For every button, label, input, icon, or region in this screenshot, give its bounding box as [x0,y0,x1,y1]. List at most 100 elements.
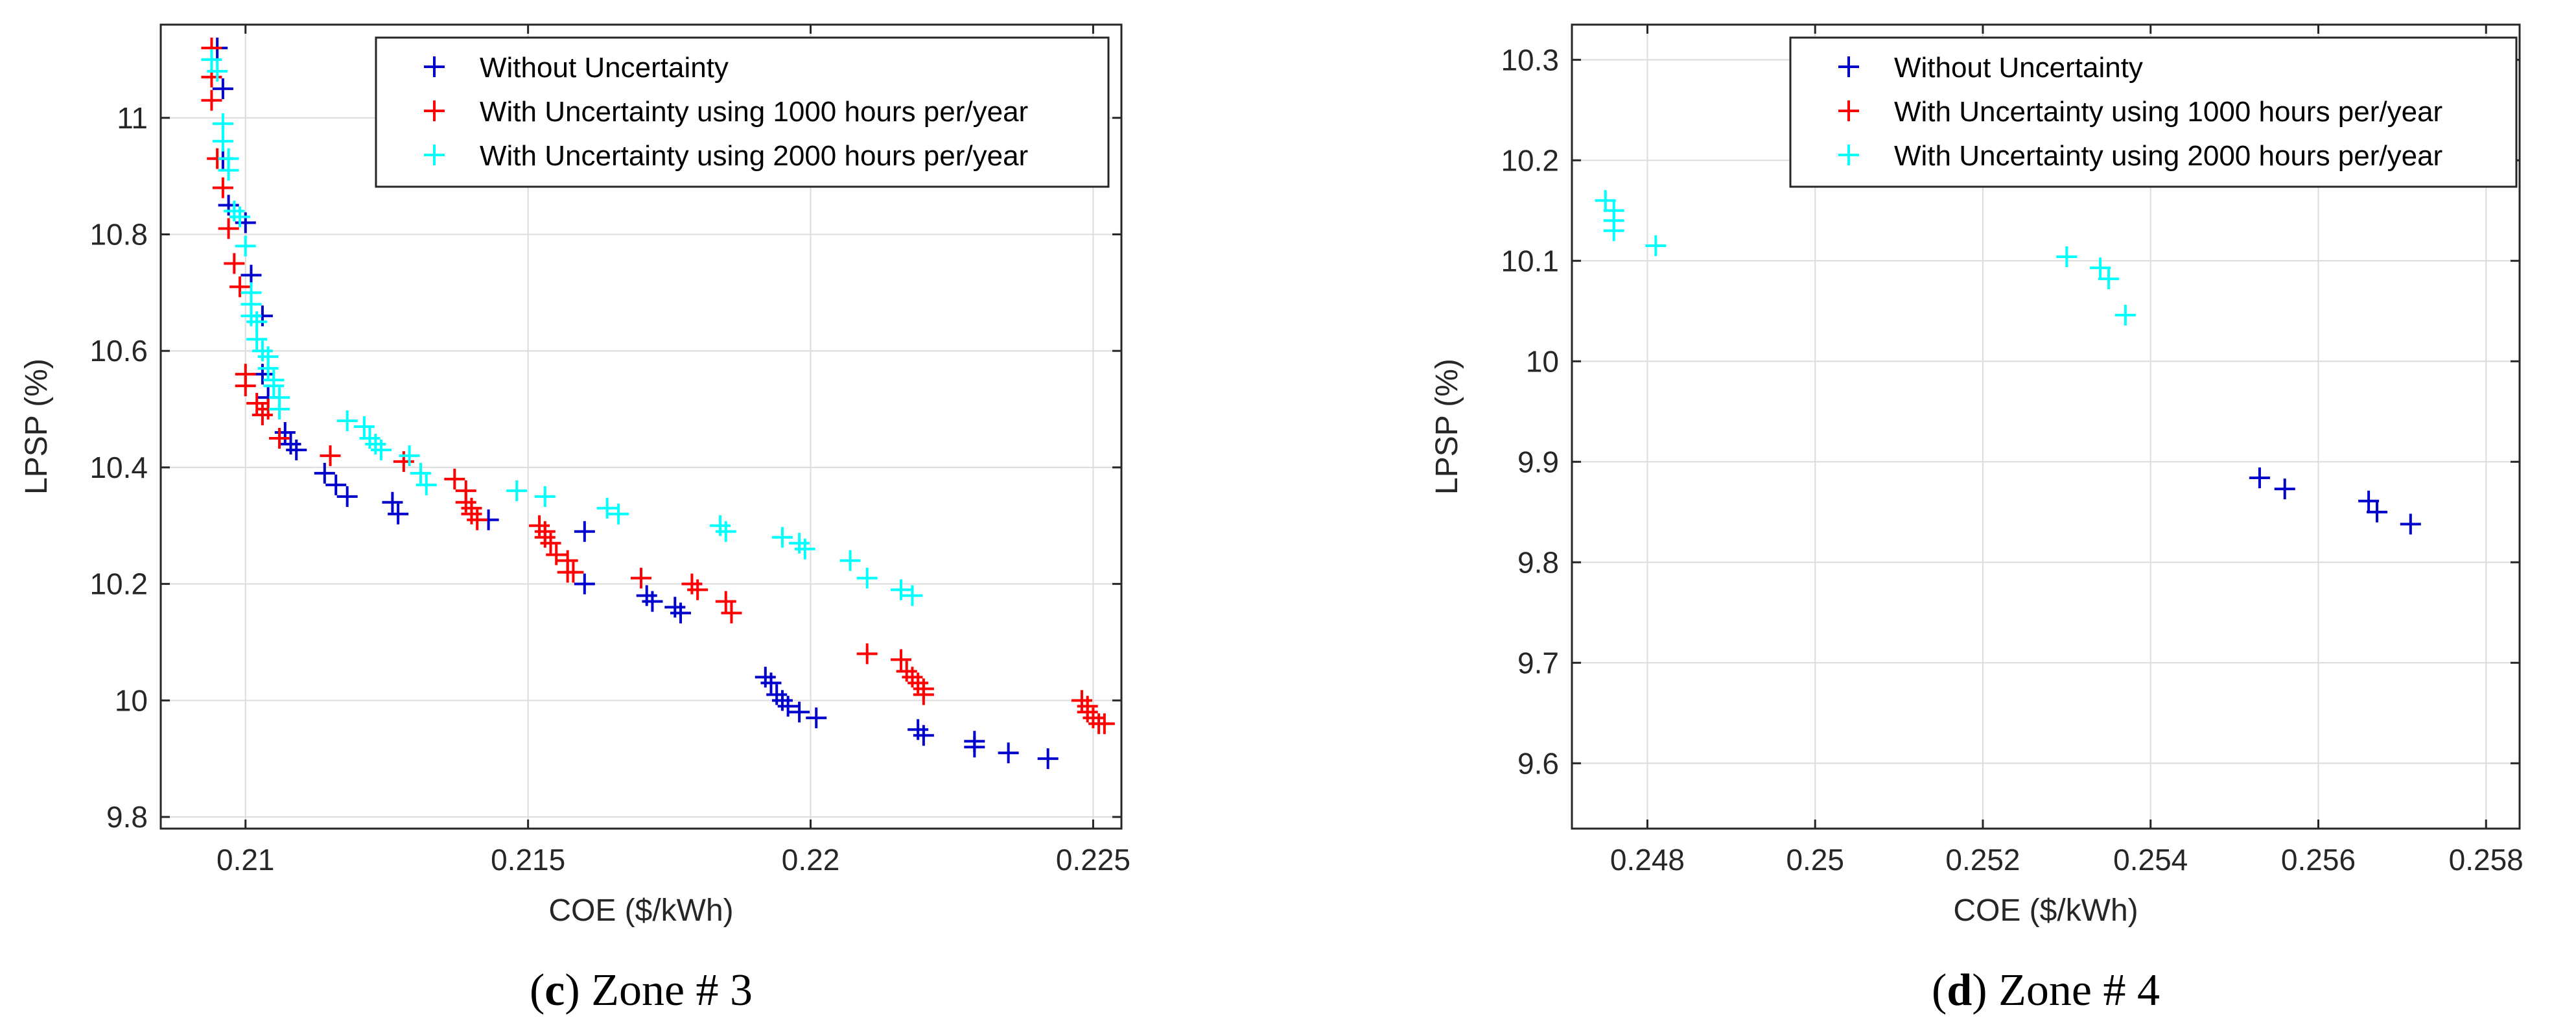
data-point-series-1 [777,696,799,717]
legend-marker-1 [424,56,445,77]
caption-paren-open: ( [1932,965,1947,1015]
caption-paren-open: ( [530,965,544,1015]
caption-text: Zone # 4 [1998,965,2160,1015]
data-point-series-1 [286,439,307,460]
y-tick-label: 10 [1526,344,1559,378]
caption-letter: c [544,965,565,1015]
data-point-series-2 [721,602,742,624]
x-tick-label: 0.248 [1610,843,1685,877]
data-point-series-2 [715,591,736,612]
data-point-series-1 [806,707,827,729]
data-point-series-2 [235,375,256,397]
data-point-series-3 [336,410,358,432]
data-point-series-3 [416,474,437,495]
data-point-series-1 [382,491,403,513]
caption-letter: d [1947,965,1972,1015]
y-tick-label: 10.8 [89,217,148,251]
data-point-series-3 [235,235,256,257]
data-point-series-2 [212,177,233,198]
data-point-series-1 [574,521,595,542]
legend-marker-2 [1838,100,1859,121]
caption: (d) Zone # 4 [1932,965,2160,1015]
x-tick-label: 0.22 [782,843,840,877]
data-point-series-3 [506,480,528,501]
x-axis-label: COE ($/kWh) [548,893,733,928]
y-tick-label: 9.8 [106,800,148,834]
data-point-series-3 [207,60,228,82]
data-point-series-2 [229,276,251,298]
data-point-series-3 [353,416,375,437]
data-point-series-2 [467,509,488,530]
y-axis-label: LPSP (%) [1430,359,1464,495]
data-point-series-3 [715,521,736,542]
legend-box [1789,36,2518,188]
data-point-series-3 [370,439,392,460]
axes-frame [159,23,1123,830]
data-point-series-2 [218,218,239,239]
data-point-series-2 [444,468,465,490]
y-tick-label: 10.3 [1501,43,1559,77]
data-point-series-3 [902,585,923,606]
data-point-series-1 [789,702,810,723]
data-point-series-1 [670,602,692,624]
data-point-series-3 [263,375,285,397]
data-point-series-3 [1595,190,1616,211]
data-point-series-1 [325,474,347,495]
x-tick-label: 0.215 [491,843,565,877]
data-point-series-3 [269,399,290,420]
data-point-series-1 [574,573,595,595]
data-point-series-3 [771,526,793,548]
axes-frame [1571,23,2521,830]
x-tick-label: 0.21 [217,843,275,877]
legend-marker-3 [424,145,445,165]
caption: (c) Zone # 3 [530,965,753,1015]
data-point-series-2 [856,643,878,665]
caption-paren-close: ) [1972,965,1998,1015]
data-point-series-3 [608,503,629,525]
data-point-series-1 [2249,467,2270,489]
y-tick-label: 9.6 [1517,746,1559,780]
data-point-series-3 [794,538,815,560]
data-point-series-3 [201,49,222,70]
y-tick-label: 10.6 [89,334,148,368]
data-point-series-1 [1037,748,1059,770]
data-point-series-3 [229,206,251,228]
data-point-series-1 [336,486,358,507]
data-point-series-1 [212,78,233,99]
data-point-series-3 [2098,268,2120,290]
data-point-series-1 [2274,478,2295,500]
y-tick-label: 10.2 [89,567,148,601]
data-point-series-1 [964,737,985,758]
data-point-series-1 [998,742,1019,764]
caption-text: Zone # 3 [591,965,753,1015]
data-point-series-1 [240,265,262,286]
data-point-series-3 [596,497,618,519]
data-point-series-1 [760,672,782,694]
y-tick-label: 9.9 [1517,445,1559,478]
data-point-series-3 [891,579,912,600]
x-tick-label: 0.225 [1056,843,1130,877]
data-point-series-2 [631,567,651,589]
data-point-series-3 [246,329,268,350]
legend-label-2: With Uncertainty using 1000 hours per/ye… [480,96,1028,128]
y-tick-label: 11 [117,101,148,135]
data-point-series-2 [320,445,341,466]
data-point-series-3 [1645,235,1667,256]
data-point-series-3 [410,462,432,484]
caption-paren-close: ) [565,965,591,1015]
y-axis-label: LPSP (%) [19,359,54,495]
data-point-series-2 [687,579,708,600]
x-tick-label: 0.258 [2449,843,2523,877]
data-point-series-1 [2400,514,2421,535]
legend-label-3: With Uncertainty using 2000 hours per/ye… [480,140,1028,172]
y-tick-label: 9.7 [1517,646,1559,679]
data-point-series-1 [2367,501,2388,523]
data-point-series-3 [212,113,233,134]
data-point-series-3 [534,486,556,507]
data-point-series-2 [913,684,934,705]
data-point-series-3 [218,159,239,181]
data-point-series-3 [212,130,233,152]
data-point-series-2 [201,89,222,111]
y-tick-label: 10.4 [89,451,148,484]
y-tick-label: 9.8 [1517,545,1559,579]
